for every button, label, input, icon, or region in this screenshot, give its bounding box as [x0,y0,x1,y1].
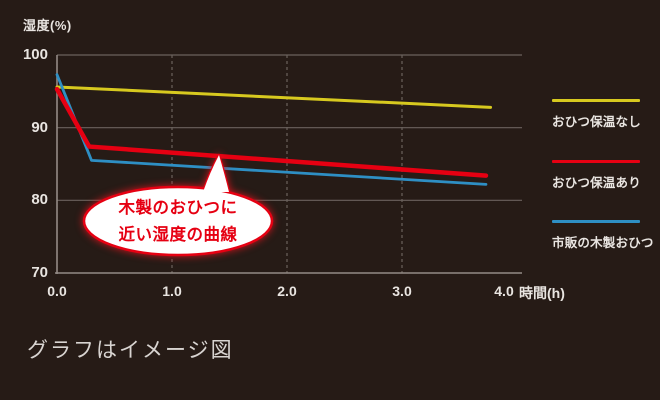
bubble-tail-fill [203,155,229,192]
legend-label: おひつ保温あり [552,176,641,190]
annotation-line-1: 木製のおひつに [118,199,238,217]
x-tick-3: 3.0 [392,283,412,299]
legend-item-no-retention: おひつ保温なし [552,99,652,130]
x-tick-2: 2.0 [277,283,297,299]
x-axis-title: 時間(h) [519,285,565,301]
annotation-bubble-text: 木製のおひつに 近い湿度の曲線 [84,195,272,249]
y-tick-90: 90 [31,119,48,136]
legend-item-with-retention: おひつ保温あり [552,160,652,191]
y-tick-100: 100 [22,46,48,63]
x-tick-0: 0.0 [47,283,67,299]
figure-caption: グラフはイメージ図 [27,339,234,362]
x-tick-4: 4.0 [494,283,514,299]
legend-item-commercial-wooden: 市販の木製おひつ [552,220,654,251]
legend-label: 市販の木製おひつ [552,236,654,250]
series-line-no-retention [55,85,493,109]
y-axis-title: 湿度(%) [23,18,72,33]
legend-swatch-red-line [552,160,640,163]
bubble-ellipse [82,185,274,257]
annotation-line-2: 近い湿度の曲線 [118,226,238,244]
y-tick-80: 80 [31,191,48,208]
legend-label: おひつ保温なし [552,115,641,129]
legend-swatch-yellow-line [552,99,640,102]
series-line-with-retention [54,86,489,178]
x-tick-1: 1.0 [162,283,182,299]
annotation-bubble [82,153,274,257]
series-line-commercial-wooden [55,73,488,186]
y-tick-70: 70 [31,264,48,281]
legend-swatch-blue-line [552,220,640,223]
